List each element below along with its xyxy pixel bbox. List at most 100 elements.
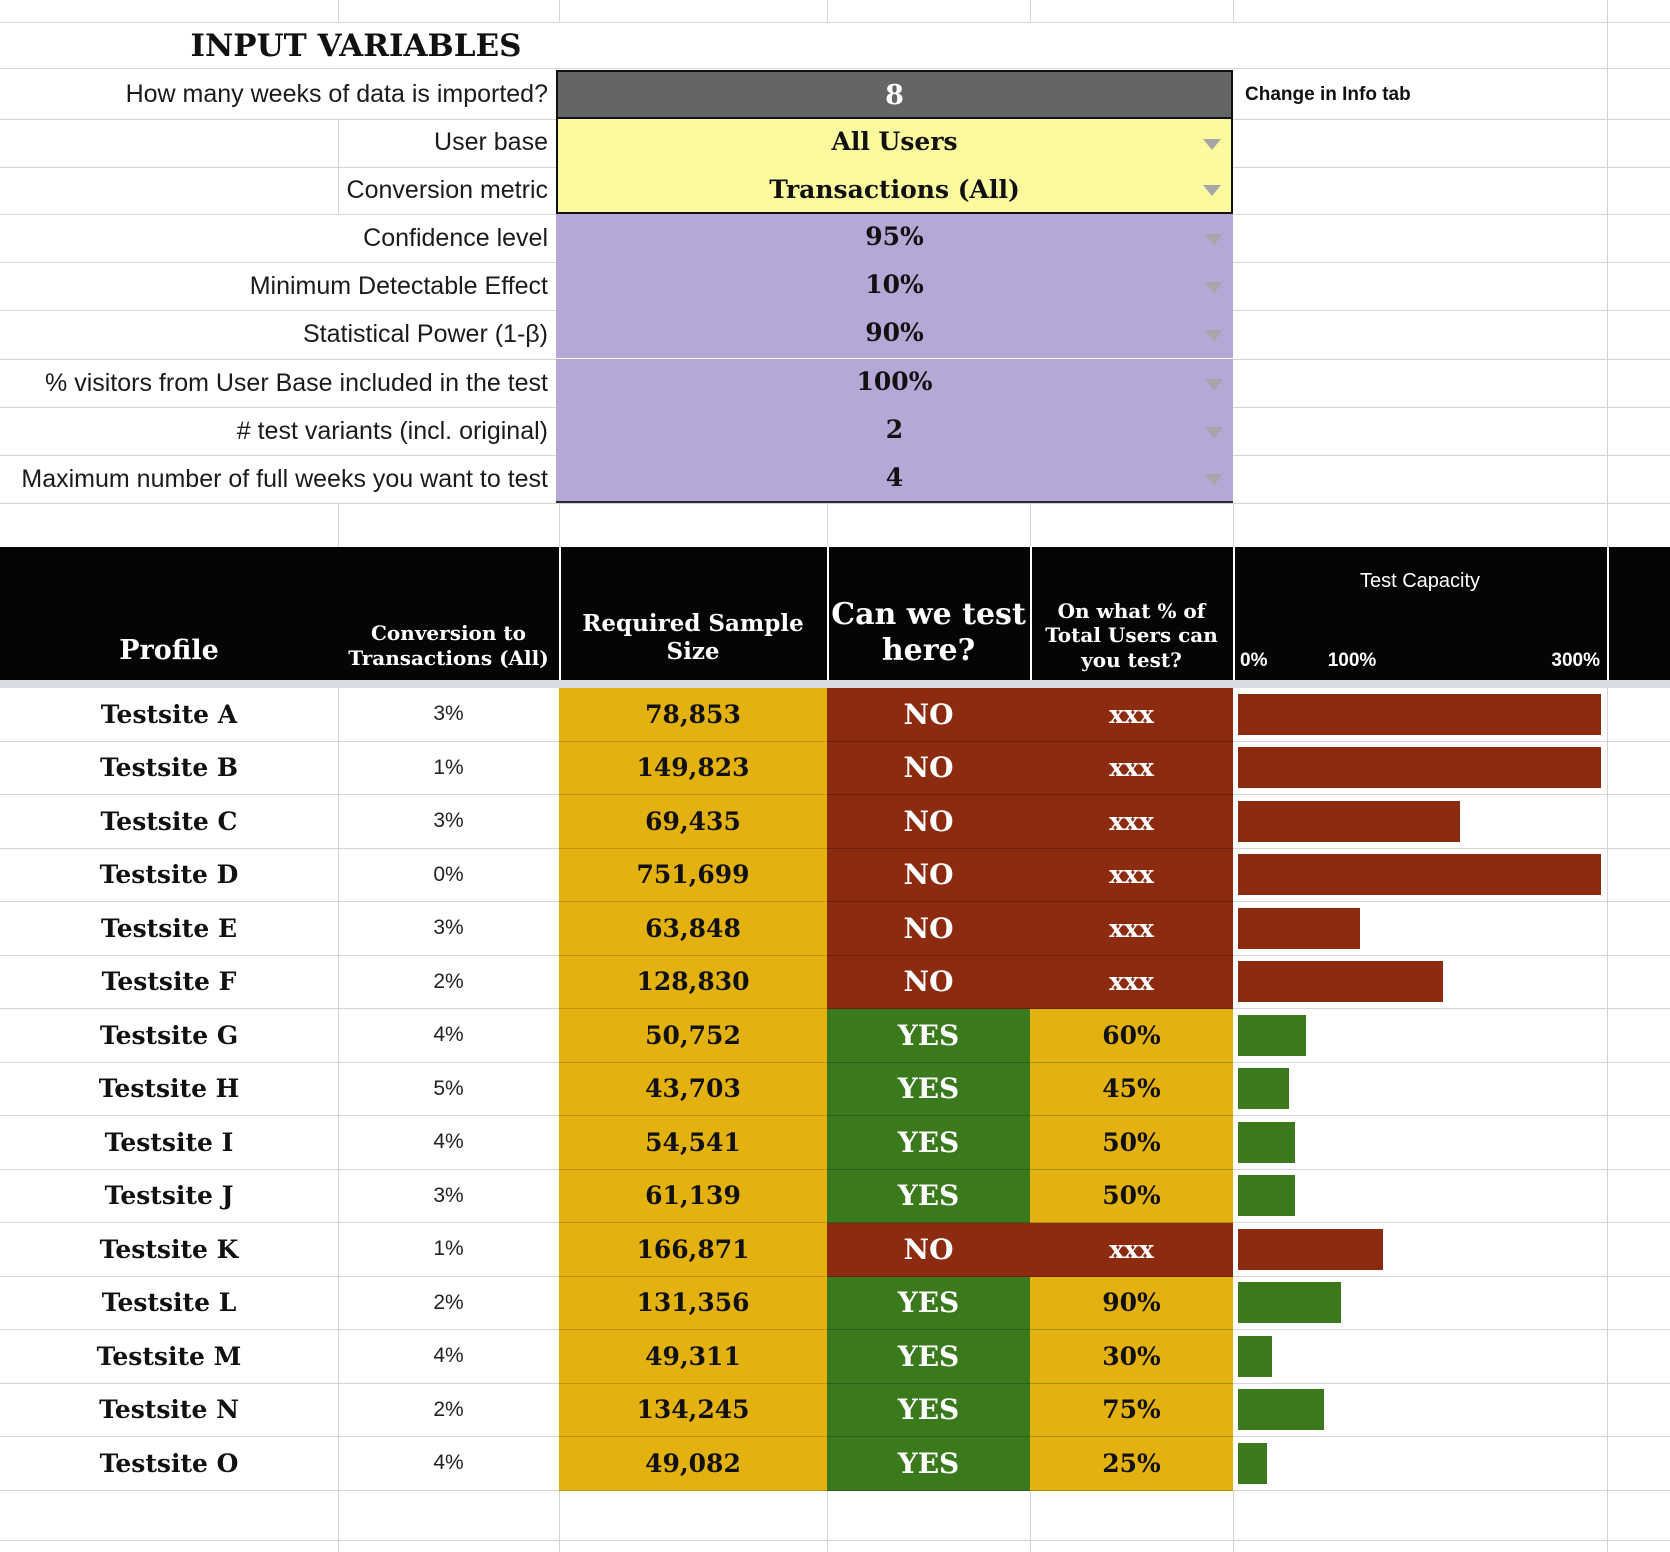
empty-cell — [1607, 1116, 1670, 1170]
pct-users-cell: 90% — [1030, 1276, 1233, 1330]
capacity-bar — [1238, 907, 1360, 949]
gridline — [1607, 0, 1608, 22]
conversion-cell: 1% — [338, 1223, 559, 1277]
dropdown-arrow-icon[interactable] — [1205, 426, 1223, 438]
table-row: Testsite J 3% 61,139 YES 50% — [0, 1169, 1670, 1223]
input-value-4[interactable]: 10% — [556, 262, 1233, 311]
gridline — [1233, 1490, 1234, 1552]
gridline — [827, 0, 828, 22]
profile-cell: Testsite O — [0, 1437, 338, 1491]
axis-tick-0: 0% — [1240, 650, 1268, 671]
capacity-chart-cell — [1233, 1437, 1607, 1491]
capacity-bar — [1238, 1389, 1324, 1431]
capacity-chart-cell — [1233, 1170, 1607, 1223]
col-header-pct-users: On what % of Total Users can you test? — [1045, 598, 1218, 672]
gridline — [338, 688, 339, 1491]
axis-tick-300: 300% — [1551, 650, 1600, 671]
conversion-cell: 3% — [338, 1170, 559, 1223]
conversion-cell: 4% — [338, 1009, 559, 1063]
table-row: Testsite G 4% 50,752 YES 60% — [0, 1009, 1670, 1063]
conversion-cell: 5% — [338, 1063, 559, 1116]
dropdown-arrow-icon[interactable] — [1205, 474, 1223, 485]
capacity-chart-cell — [1233, 1009, 1607, 1063]
dropdown-arrow-icon[interactable] — [1203, 138, 1221, 150]
dropdown-arrow-icon[interactable] — [1205, 234, 1223, 246]
profile-cell: Testsite G — [0, 1009, 338, 1063]
capacity-bar — [1238, 1335, 1273, 1377]
table-row: Testsite A 3% 78,853 NO xxx — [0, 688, 1670, 742]
profile-cell: Testsite F — [0, 956, 338, 1009]
conversion-cell: 4% — [338, 1437, 559, 1491]
sample-size-cell: 128,830 — [559, 955, 827, 1009]
gridline — [1607, 22, 1608, 503]
table-row: Testsite K 1% 166,871 NO xxx — [0, 1223, 1670, 1277]
can-test-cell: YES — [827, 1383, 1030, 1437]
can-test-cell: NO — [827, 902, 1030, 956]
conversion-cell: 3% — [338, 795, 559, 849]
gridline — [0, 68, 1670, 69]
capacity-chart-cell — [1233, 1384, 1607, 1437]
capacity-chart-cell — [1233, 956, 1607, 1009]
sample-size-cell: 61,139 — [559, 1169, 827, 1223]
profile-cell: Testsite J — [0, 1170, 338, 1223]
gridline — [1233, 503, 1234, 547]
conversion-cell: 4% — [338, 1330, 559, 1384]
sample-size-cell: 78,853 — [559, 688, 827, 742]
table-row: Testsite F 2% 128,830 NO xxx — [0, 955, 1670, 1009]
capacity-bar — [1238, 1068, 1290, 1110]
table-row: Testsite H 5% 43,703 YES 45% — [0, 1062, 1670, 1116]
dropdown-arrow-icon[interactable] — [1205, 378, 1223, 390]
gridline — [559, 0, 560, 22]
profile-cell: Testsite A — [0, 688, 338, 742]
pct-users-cell: 25% — [1030, 1437, 1233, 1491]
empty-cell — [1607, 1330, 1670, 1384]
input-value-2[interactable]: Transactions (All) — [556, 166, 1233, 214]
table-row: Testsite C 3% 69,435 NO xxx — [0, 795, 1670, 849]
input-label-1: User base — [434, 128, 548, 156]
sample-size-cell: 63,848 — [559, 902, 827, 956]
capacity-chart-cell — [1233, 902, 1607, 956]
pct-users-cell: xxx — [1030, 848, 1233, 902]
empty-cell — [1607, 849, 1670, 902]
input-value-8[interactable]: 4 — [556, 455, 1233, 503]
capacity-bar — [1238, 1014, 1307, 1056]
gridline — [1030, 503, 1031, 547]
dropdown-arrow-icon[interactable] — [1205, 330, 1223, 342]
profile-cell: Testsite L — [0, 1277, 338, 1330]
sample-size-cell: 50,752 — [559, 1009, 827, 1063]
empty-cell — [1607, 1170, 1670, 1223]
dropdown-arrow-icon[interactable] — [1205, 282, 1223, 294]
empty-cell — [1607, 1384, 1670, 1437]
input-value-1[interactable]: All Users — [556, 119, 1233, 167]
col-header-profile: Profile — [119, 635, 219, 667]
profile-cell: Testsite H — [0, 1063, 338, 1116]
can-test-cell: NO — [827, 795, 1030, 849]
input-value-6[interactable]: 100% — [556, 358, 1233, 407]
gridline — [1030, 0, 1031, 22]
pct-users-cell: 50% — [1030, 1169, 1233, 1223]
input-label-0: How many weeks of data is imported? — [125, 80, 548, 108]
gridline — [0, 22, 1670, 23]
dropdown-arrow-icon[interactable] — [1203, 185, 1221, 197]
can-test-cell: YES — [827, 1009, 1030, 1063]
gridline — [1030, 1490, 1031, 1552]
input-label-3: Confidence level — [363, 224, 548, 252]
empty-cell — [1607, 1277, 1670, 1330]
gridline — [338, 1490, 339, 1552]
table-row: Testsite L 2% 131,356 YES 90% — [0, 1276, 1670, 1330]
capacity-chart-cell — [1233, 1330, 1607, 1384]
gridline — [559, 503, 560, 547]
gridline — [1607, 688, 1608, 1491]
gridline — [827, 503, 828, 547]
pct-users-cell: xxx — [1030, 955, 1233, 1009]
profile-cell: Testsite C — [0, 795, 338, 849]
capacity-chart-cell — [1233, 742, 1607, 795]
input-value-7[interactable]: 2 — [556, 406, 1233, 455]
empty-cell — [1607, 1437, 1670, 1491]
input-value-5[interactable]: 90% — [556, 310, 1233, 359]
input-value-3[interactable]: 95% — [556, 214, 1233, 263]
header-separator — [1607, 547, 1609, 680]
axis-tick-100: 100% — [1327, 650, 1377, 671]
gridline — [1607, 1490, 1608, 1552]
empty-cell — [1607, 742, 1670, 795]
